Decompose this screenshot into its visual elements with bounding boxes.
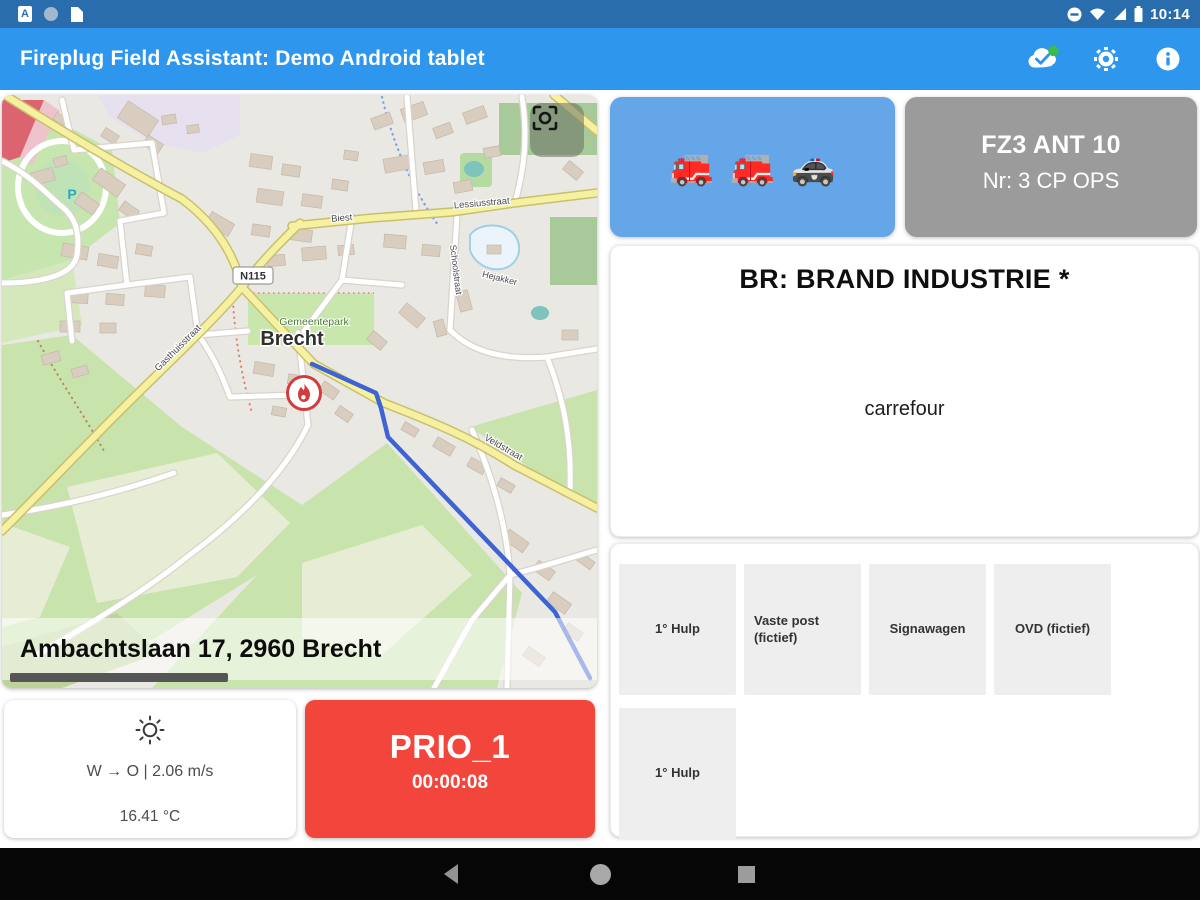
action-label: OVD (fictief)	[1014, 621, 1091, 637]
signal-icon	[1114, 8, 1127, 20]
back-icon	[444, 864, 458, 884]
center-focus-icon	[532, 105, 558, 131]
incident-address: Ambachtslaan 17, 2960 Brecht	[20, 634, 382, 663]
actions-card: 1° Hulp Vaste post (fictief) Signawagen OVD…	[610, 543, 1199, 839]
info-icon[interactable]	[1150, 41, 1186, 77]
unit-callsign: FZ3 ANT 10	[981, 131, 1121, 159]
notification-app-icon: A	[18, 6, 32, 22]
vehicles-card[interactable]: 🚒 🚒 🚓	[610, 97, 895, 237]
status-bar: A 10:14	[0, 0, 1200, 28]
status-notifications: A	[18, 0, 84, 28]
notification-circle-icon	[44, 7, 58, 21]
action-button[interactable]: 1° Hulp	[619, 708, 736, 839]
map[interactable]: N115 Lessiusstraat Biest Gasthuisstraat …	[2, 95, 597, 688]
settings-gear-icon[interactable]	[1088, 41, 1124, 77]
app-bar-actions	[1026, 28, 1186, 90]
sun-icon	[135, 715, 165, 745]
vehicle-emoji-icon: 🚒	[730, 146, 775, 187]
street-label: Biest	[331, 212, 353, 225]
incident-title: BR: BRAND INDUSTRIE *	[739, 264, 1070, 294]
action-button[interactable]: 1° Hulp	[619, 564, 736, 695]
city-label: Brecht	[260, 328, 324, 350]
parking-label: P	[67, 186, 76, 202]
temperature: 16.41 °C	[119, 808, 181, 825]
clock: 10:14	[1150, 5, 1190, 23]
app-bar: Fireplug Field Assistant: Demo Android t…	[0, 28, 1200, 90]
android-nav-bar	[0, 848, 1200, 900]
prio-button[interactable]: PRIO_1 00:00:08	[305, 700, 595, 838]
action-label: 1° Hulp	[655, 765, 700, 781]
action-label: Vaste post (fictief)	[754, 612, 820, 645]
notification-document-icon	[71, 6, 83, 22]
incident-note: carrefour	[864, 398, 945, 420]
cloud-sync-icon[interactable]	[1026, 41, 1062, 77]
do-not-disturb-icon	[1067, 7, 1082, 21]
action-label: 1° Hulp	[655, 621, 700, 637]
home-button[interactable]	[570, 848, 630, 900]
status-indicators: 10:14	[1067, 0, 1190, 28]
incident-card: BR: BRAND INDUSTRIE * carrefour	[610, 245, 1199, 537]
action-label: Signawagen	[889, 621, 966, 637]
recents-icon	[737, 865, 755, 883]
unit-detail: Nr: 3 CP OPS	[982, 168, 1120, 193]
progress-bar	[10, 673, 228, 682]
vehicle-icons: 🚒 🚒 🚓	[669, 149, 835, 185]
action-button[interactable]: Signawagen	[869, 564, 986, 695]
battery-icon	[1134, 6, 1143, 22]
map-center-focus-button[interactable]	[530, 103, 584, 157]
svg-text:N115: N115	[240, 271, 266, 283]
park-label: Gemeentepark	[279, 316, 349, 328]
wind-info: W → O | 2.06 m/s	[86, 763, 214, 780]
home-icon	[589, 863, 611, 885]
app-title: Fireplug Field Assistant: Demo Android t…	[20, 47, 485, 70]
prio-timer: 00:00:08	[411, 772, 489, 793]
prio-label: PRIO_1	[389, 728, 511, 765]
action-button[interactable]: OVD (fictief)	[994, 564, 1111, 695]
action-button[interactable]: Vaste post (fictief)	[744, 564, 861, 695]
address-banner: Ambachtslaan 17, 2960 Brecht	[2, 618, 597, 680]
recents-button[interactable]	[716, 848, 776, 900]
map-graphics: N115 Lessiusstraat Biest Gasthuisstraat …	[2, 95, 597, 688]
vehicle-emoji-icon: 🚓	[790, 146, 836, 187]
unit-info-card[interactable]: FZ3 ANT 10 Nr: 3 CP OPS	[905, 97, 1197, 237]
wifi-icon	[1090, 8, 1106, 20]
weather-widget: W → O | 2.06 m/s 16.41 °C	[4, 700, 296, 838]
back-button[interactable]	[420, 848, 480, 900]
vehicle-emoji-icon: 🚒	[669, 146, 715, 187]
road-shield: N115	[232, 266, 274, 285]
incident-fire-marker[interactable]	[286, 375, 322, 411]
